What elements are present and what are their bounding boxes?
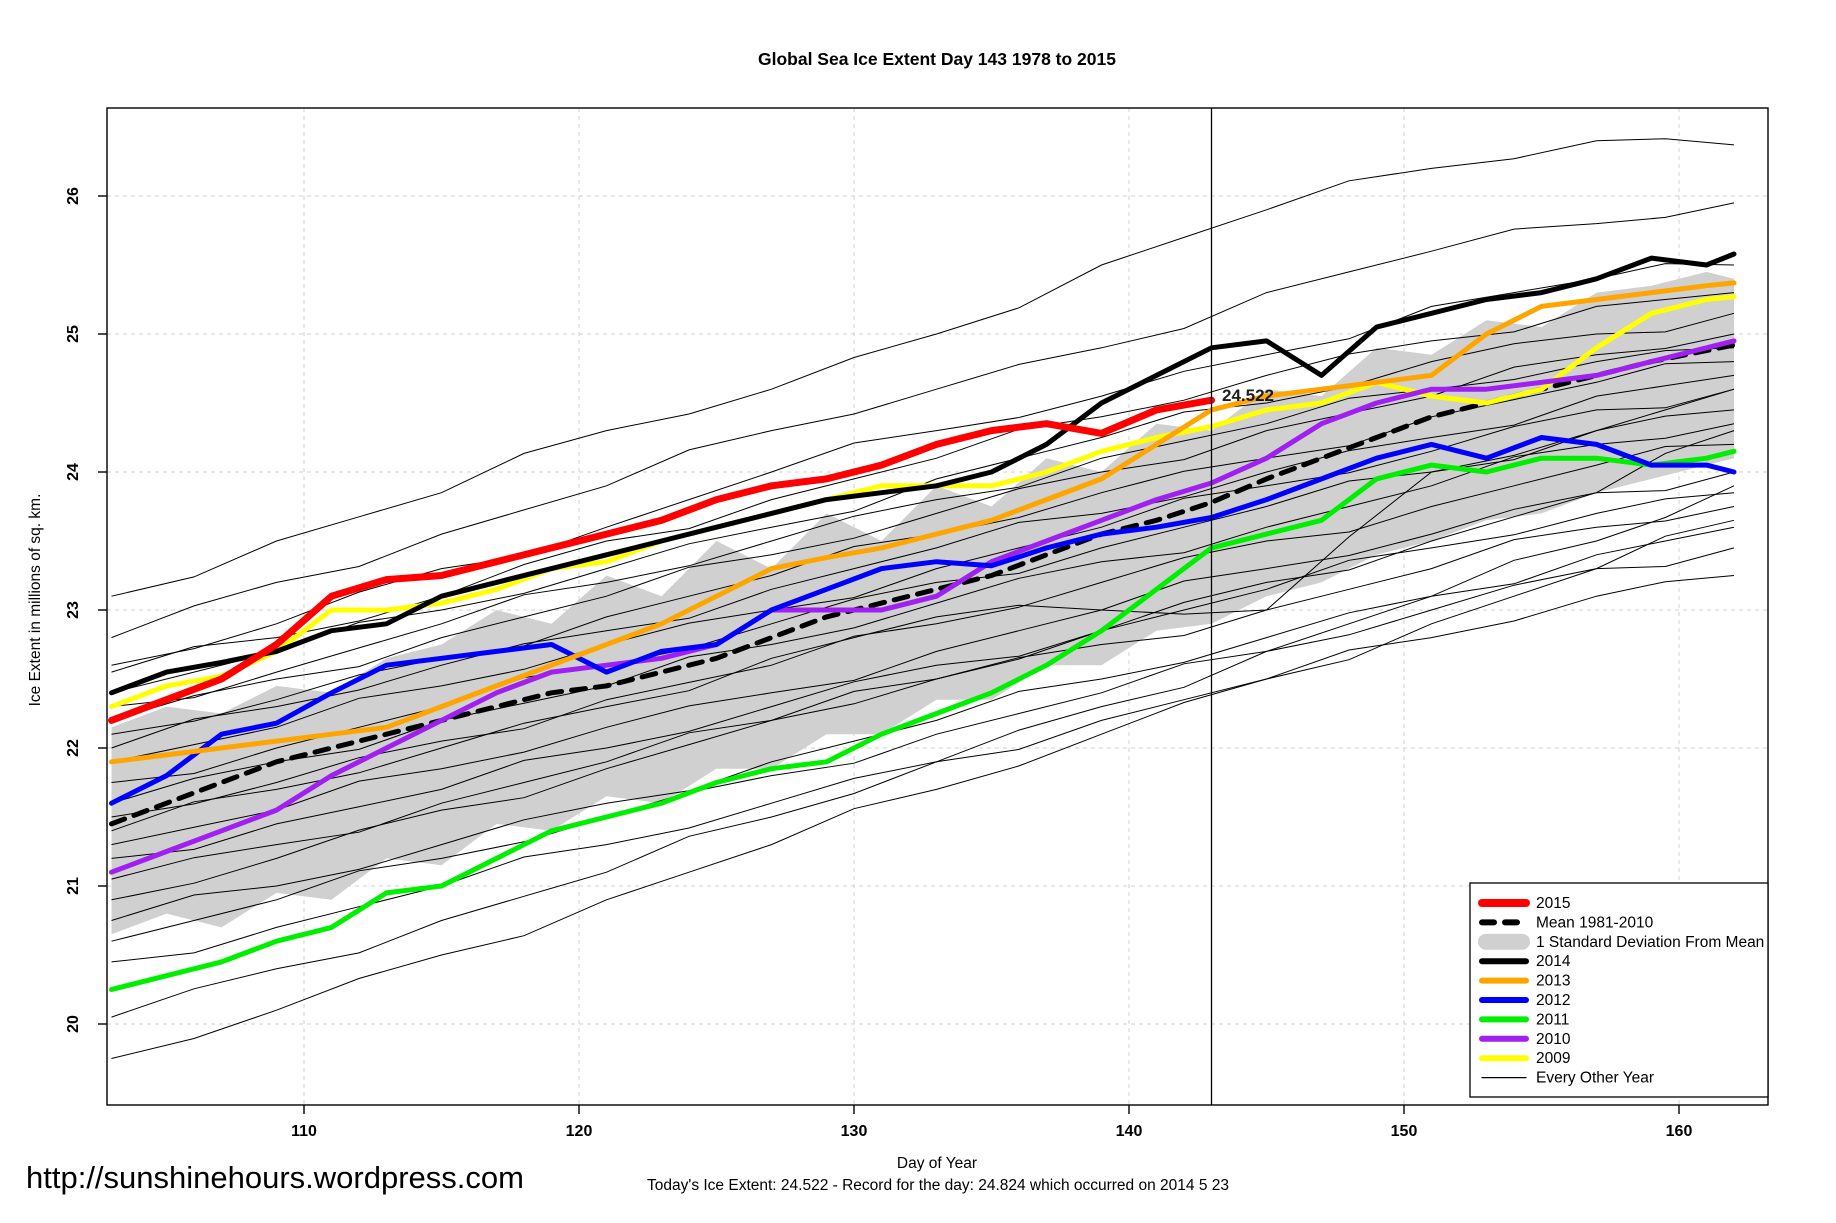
y-tick-label-24: 24 [65,463,82,481]
y-tick-label-25: 25 [65,325,82,343]
every-other-year-line [111,312,1735,694]
chart-title: Global Sea Ice Extent Day 143 1978 to 20… [758,49,1116,69]
today-value-annotation: 24.522 [1222,386,1274,405]
std-deviation-band [111,271,1734,935]
x-tick-label-160: 160 [1666,1123,1693,1140]
axis-ticks: 110 120 130 140 150 160 20 21 22 23 24 25 26 [65,187,1692,1140]
x-tick-label-120: 120 [566,1123,593,1140]
every-other-year-line [111,374,1735,749]
plot-series-layer [108,108,1737,1105]
legend-box [1469,882,1769,1098]
record-caption: Today's Ice Extent: 24.522 - Record for … [647,1177,1229,1194]
legend-item-2015-label: 2015 [1536,895,1570,912]
x-tick-label-130: 130 [841,1123,868,1140]
every-other-year-line [111,526,1735,921]
legend-item-2009-label: 2009 [1536,1050,1570,1067]
every-other-year-line [111,388,1735,763]
every-other-year-line [111,471,1735,846]
every-other-year-line [111,202,1735,639]
y-tick-label-23: 23 [65,601,82,619]
series-2010 [109,338,1737,875]
legend-item-2014-label: 2014 [1536,953,1571,970]
y-axis-label: Ice Extent in millions of sq. km. [27,494,44,707]
legend-item-2010-label: 2010 [1536,1031,1571,1048]
x-axis-label: Day of Year [897,1155,977,1172]
every-other-year-line [111,430,1735,901]
series-2015 [108,396,1215,724]
legend-item-2013-label: 2013 [1536,973,1570,990]
every-other-year-line [111,519,1735,1059]
plot-frame [106,107,1769,1106]
legend: 2015 Mean 1981-2010 1 Standard Deviation F… [1469,882,1769,1098]
legend-item-every-other-year-label: Every Other Year [1536,1070,1654,1087]
every-other-year-line [111,333,1735,721]
every-other-year-line [111,443,1735,818]
every-other-year-line [111,138,1735,597]
legend-item-2011-label: 2011 [1536,1011,1569,1028]
legend-item-mean-1981-2010-label: Mean 1981-2010 [1536,914,1654,931]
y-tick-label-26: 26 [65,187,82,205]
every-other-year-line [111,347,1735,708]
series-2013 [109,280,1737,765]
every-other-year-line [111,492,1735,859]
series-2011 [109,448,1737,992]
every-other-year-line [111,423,1735,804]
y-tick-label-21: 21 [65,877,82,895]
every-other-year-line [111,388,1735,832]
every-other-year-line [111,547,1735,942]
x-tick-label-140: 140 [1116,1123,1143,1140]
y-tick-label-22: 22 [65,739,82,757]
every-other-year-line [111,409,1735,783]
legend-item-2012-label: 2012 [1536,992,1570,1009]
legend-item-1-standard-deviation-from-mean-label: 1 Standard Deviation From Mean [1536,934,1764,951]
series-2012 [109,435,1737,806]
every-other-year-line [111,485,1735,1018]
series-2014 [109,251,1737,696]
watermark-url: http://sunshinehours.wordpress.com [26,1160,524,1195]
plot-border [106,107,1769,1106]
legend-item-1-standard-deviation-from-mean-swatch [1478,933,1530,950]
y-tick-label-20: 20 [65,1015,82,1033]
x-tick-label-110: 110 [291,1123,317,1140]
x-tick-label-150: 150 [1391,1123,1418,1140]
